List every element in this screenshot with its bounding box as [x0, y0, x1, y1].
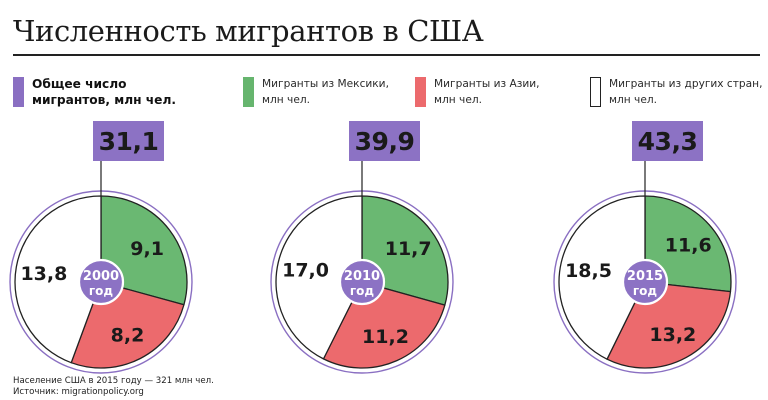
year-badge-2015 — [621, 258, 669, 306]
legend-swatch-mexico — [243, 77, 254, 107]
legend-label-other: Мигранты из других стран, млн чел. — [609, 78, 763, 106]
year-label-2000: 2000 — [83, 269, 119, 284]
pie-label-asia-2000: 8,2 — [111, 325, 145, 347]
total-box-2000: 31,1 — [93, 121, 164, 161]
title-rule — [13, 54, 760, 56]
year-unit-2010: год — [350, 284, 375, 298]
pie-slice-other-2010 — [275, 195, 363, 360]
pie-label-other-2015: 18,5 — [565, 260, 612, 282]
pie-label-asia-2010: 11,2 — [362, 326, 409, 348]
year-badge-2010 — [338, 258, 386, 306]
year-unit-2015: год — [633, 284, 658, 298]
legend-item-asia: Мигранты из Азии, млн чел. — [415, 77, 575, 109]
pie-label-mexico-2000: 9,1 — [130, 238, 164, 260]
legend-item-total: Общее число мигрантов, млн чел. — [13, 77, 213, 109]
legend-swatch-asia — [415, 77, 426, 107]
total-box-2015: 43,3 — [632, 121, 703, 161]
legend-label-total: Общее число мигрантов, млн чел. — [32, 77, 177, 107]
year-label-2015: 2015 — [627, 269, 663, 284]
pie-label-mexico-2015: 11,6 — [665, 234, 712, 256]
pie-label-other-2010: 17,0 — [282, 260, 329, 282]
footer-source: Источник: migrationpolicy.org — [13, 387, 144, 397]
pie-slice-other-2015 — [558, 195, 646, 360]
legend-item-other: Мигранты из других стран, млн чел. — [590, 77, 765, 109]
pie-label-mexico-2010: 11,7 — [385, 238, 432, 260]
pie-label-asia-2015: 13,2 — [649, 324, 696, 346]
year-label-2010: 2010 — [344, 269, 380, 284]
legend-label-asia: Мигранты из Азии, млн чел. — [434, 78, 540, 106]
year-unit-2000: год — [89, 284, 114, 298]
legend-swatch-other — [590, 77, 601, 107]
chart-title: Численность мигрантов в США — [13, 14, 484, 48]
pie-slice-other-2000 — [14, 195, 102, 364]
footer-note: Население США в 2015 году — 321 млн чел. — [13, 376, 214, 386]
legend-item-mexico: Мигранты из Мексики, млн чел. — [243, 77, 403, 109]
legend-label-mexico: Мигранты из Мексики, млн чел. — [262, 78, 389, 106]
pie-label-other-2000: 13,8 — [20, 263, 67, 285]
legend-swatch-total — [13, 77, 24, 107]
year-badge-2000 — [77, 258, 125, 306]
pie-slice-mexico-2015 — [644, 195, 732, 293]
total-box-2010: 39,9 — [349, 121, 420, 161]
